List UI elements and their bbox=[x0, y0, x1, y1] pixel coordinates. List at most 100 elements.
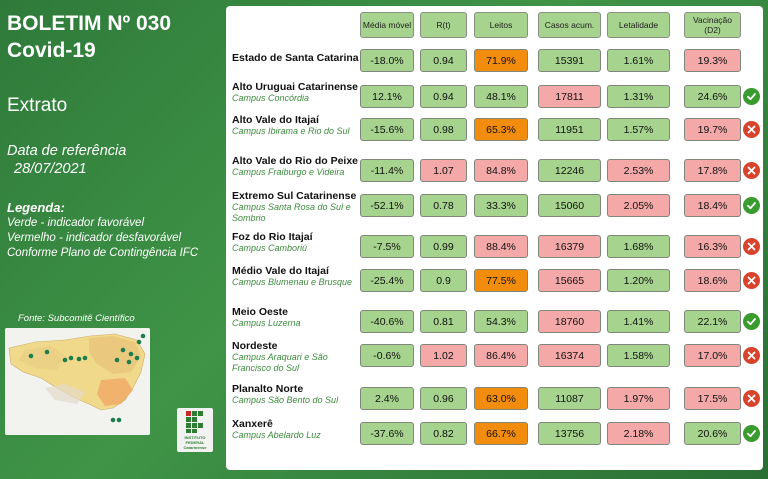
check-icon bbox=[743, 197, 760, 214]
value-cell: 0.81 bbox=[420, 310, 467, 333]
value-cell: 0.98 bbox=[420, 118, 467, 141]
value-cell: 1.20% bbox=[607, 269, 670, 292]
value-cell: 17.8% bbox=[684, 159, 741, 182]
value-cell: 77.5% bbox=[474, 269, 528, 292]
value-cell: 1.57% bbox=[607, 118, 670, 141]
value-cell: 22.1% bbox=[684, 310, 741, 333]
bulletin-number: BOLETIM Nº 030 bbox=[7, 12, 172, 35]
bulletin-subject: Covid-19 bbox=[7, 39, 96, 62]
x-icon bbox=[743, 238, 760, 255]
extract-label: Extrato bbox=[7, 95, 68, 116]
value-cell: 24.6% bbox=[684, 85, 741, 108]
value-cell: 88.4% bbox=[474, 235, 528, 258]
value-cell: 16374 bbox=[538, 344, 601, 367]
value-cell: -0.6% bbox=[360, 344, 414, 367]
value-cell: 84.8% bbox=[474, 159, 528, 182]
region-campus: Campus Camboriú bbox=[232, 243, 308, 253]
column-header-lethality: Letalidade bbox=[607, 12, 670, 38]
bulletin-title: BOLETIM Nº 030 Covid-19 bbox=[7, 10, 171, 64]
region-campus: Campus Araquari e São Francisco do Sul bbox=[232, 352, 328, 373]
x-icon bbox=[743, 390, 760, 407]
value-cell: 1.68% bbox=[607, 235, 670, 258]
region-name: Médio Vale do Itajaí bbox=[232, 265, 329, 277]
region-name: Extremo Sul Catarinense bbox=[232, 190, 357, 202]
value-cell: 71.9% bbox=[474, 49, 528, 72]
value-cell: 66.7% bbox=[474, 422, 528, 445]
ifc-logo: INSTITUTO FEDERAL Catarinense bbox=[177, 408, 213, 452]
region-map bbox=[5, 328, 150, 435]
column-header-moving-average: Média móvel bbox=[360, 12, 414, 38]
region-campus: Campus Abelardo Luz bbox=[232, 430, 321, 440]
region-campus: Campus São Bento do Sul bbox=[232, 395, 339, 405]
value-cell: 18.4% bbox=[684, 194, 741, 217]
value-cell: 33.3% bbox=[474, 194, 528, 217]
x-icon bbox=[743, 347, 760, 364]
region-cell: Alto Uruguai Catarinense Campus Concórdia bbox=[232, 81, 358, 104]
region-name: Estado de Santa Catarina bbox=[232, 52, 359, 64]
value-cell: -52.1% bbox=[360, 194, 414, 217]
legend-red: Vermelho - indicador desfavorável bbox=[7, 232, 182, 244]
value-cell: 0.82 bbox=[420, 422, 467, 445]
region-cell: Meio Oeste Campus Luzerna bbox=[232, 306, 356, 329]
x-icon bbox=[743, 272, 760, 289]
column-header-beds: Leitos bbox=[474, 12, 528, 38]
value-cell: 2.4% bbox=[360, 387, 414, 410]
logo-line-3: Catarinense bbox=[183, 445, 207, 450]
indicator-table: Média móvel R(t) Leitos Casos acum. Leta… bbox=[226, 6, 763, 470]
left-info-panel: BOLETIM Nº 030 Covid-19 Extrato Data de … bbox=[0, 0, 225, 479]
value-cell: 16.3% bbox=[684, 235, 741, 258]
region-name: Meio Oeste bbox=[232, 306, 289, 318]
value-cell: 1.61% bbox=[607, 49, 670, 72]
legend: Legenda: Verde - indicador favorável Ver… bbox=[7, 200, 229, 261]
check-icon bbox=[743, 313, 760, 330]
value-cell: 1.58% bbox=[607, 344, 670, 367]
value-cell: 11951 bbox=[538, 118, 601, 141]
ifc-logo-text: INSTITUTO FEDERAL Catarinense bbox=[177, 435, 213, 450]
logo-line-1: INSTITUTO bbox=[184, 435, 206, 440]
column-header-rt: R(t) bbox=[420, 12, 467, 38]
value-cell: 20.6% bbox=[684, 422, 741, 445]
value-cell: -25.4% bbox=[360, 269, 414, 292]
value-cell: -11.4% bbox=[360, 159, 414, 182]
value-cell: 12.1% bbox=[360, 85, 414, 108]
logo-line-2: FEDERAL bbox=[185, 440, 205, 445]
region-name: Foz do Rio Itajaí bbox=[232, 231, 313, 243]
legend-title: Legenda: bbox=[7, 200, 65, 215]
region-name: Nordeste bbox=[232, 340, 278, 352]
value-cell: 15391 bbox=[538, 49, 601, 72]
value-cell: 0.9 bbox=[420, 269, 467, 292]
region-name: Planalto Norte bbox=[232, 383, 304, 395]
reference-date-label: Data de referência bbox=[7, 143, 127, 159]
source-note: Fonte: Subcomitê Científico bbox=[18, 313, 135, 324]
value-cell: 0.94 bbox=[420, 49, 467, 72]
value-cell: 17.5% bbox=[684, 387, 741, 410]
reference-date-block: Data de referência 28/07/2021 bbox=[7, 142, 126, 178]
region-campus: Campus Ibirama e Rio do Sul bbox=[232, 126, 350, 136]
region-cell: Alto Vale do Itajaí Campus Ibirama e Rio … bbox=[232, 114, 356, 137]
value-cell: -18.0% bbox=[360, 49, 414, 72]
value-cell: 65.3% bbox=[474, 118, 528, 141]
value-cell: 15060 bbox=[538, 194, 601, 217]
value-cell: 18.6% bbox=[684, 269, 741, 292]
region-cell: Planalto Norte Campus São Bento do Sul bbox=[232, 383, 356, 406]
region-cell: Extremo Sul Catarinense Campus Santa Rosa… bbox=[232, 190, 356, 224]
region-cell: Médio Vale do Itajaí Campus Blumenau e Br… bbox=[232, 265, 356, 288]
region-name: Alto Vale do Rio do Peixe bbox=[232, 155, 359, 167]
region-cell: Foz do Rio Itajaí Campus Camboriú bbox=[232, 231, 356, 254]
value-cell: -7.5% bbox=[360, 235, 414, 258]
value-cell: 16379 bbox=[538, 235, 601, 258]
value-cell: 1.97% bbox=[607, 387, 670, 410]
region-cell: Nordeste Campus Araquari e São Francisco … bbox=[232, 340, 356, 374]
value-cell: -37.6% bbox=[360, 422, 414, 445]
value-cell: 1.02 bbox=[420, 344, 467, 367]
value-cell: 2.05% bbox=[607, 194, 670, 217]
region-campus: Campus Concórdia bbox=[232, 93, 310, 103]
region-campus: Campus Fraiburgo e Videira bbox=[232, 167, 345, 177]
region-campus: Campus Luzerna bbox=[232, 318, 301, 328]
value-cell: 54.3% bbox=[474, 310, 528, 333]
value-cell: 48.1% bbox=[474, 85, 528, 108]
column-header-vaccination: Vacinação (D2) bbox=[684, 12, 741, 38]
value-cell: 0.94 bbox=[420, 85, 467, 108]
column-header-cases: Casos acum. bbox=[538, 12, 601, 38]
region-campus: Campus Blumenau e Brusque bbox=[232, 277, 353, 287]
